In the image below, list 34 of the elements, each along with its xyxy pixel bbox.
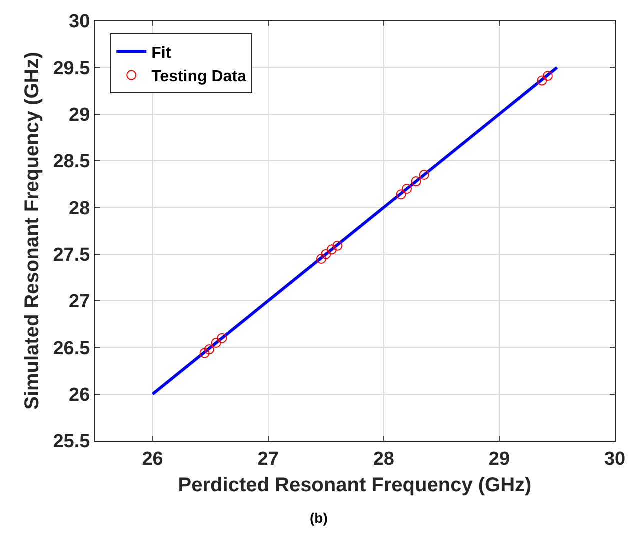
x-axis-title: Perdicted Resonant Frequency (GHz) — [178, 474, 532, 496]
point — [537, 76, 548, 86]
y-tick-label: 26.5 — [53, 338, 91, 360]
y-tick-label: 27 — [69, 292, 90, 313]
point — [411, 176, 422, 187]
y-tick-label: 25.5 — [53, 432, 91, 453]
point — [419, 170, 430, 180]
y-tick-label: 28.5 — [53, 152, 91, 173]
x-tick-label: 27 — [258, 448, 279, 470]
y-tick-label: 29 — [69, 104, 90, 126]
x-tick-label: 28 — [373, 448, 394, 470]
point — [204, 344, 214, 355]
y-tick-label: 30 — [69, 12, 90, 33]
y-axis-title: Simulated Resonant Frequency (GHz) — [22, 52, 44, 410]
point — [332, 240, 343, 251]
x-tick-label: 26 — [142, 448, 164, 470]
point — [211, 338, 222, 348]
point — [316, 254, 326, 264]
y-tick-label: 26 — [69, 384, 90, 406]
point — [321, 249, 332, 260]
point — [402, 184, 412, 194]
x-tick-label: 30 — [604, 448, 626, 470]
point — [217, 333, 228, 344]
y-tick-label: 29.5 — [53, 58, 91, 80]
point — [542, 71, 553, 82]
y-tick-label: 27.5 — [53, 244, 91, 266]
text: (b) — [310, 510, 328, 526]
point — [200, 348, 210, 358]
y-tick-label: 28 — [69, 198, 90, 220]
legend-label: Fit — [152, 44, 172, 62]
x-tick-label: 29 — [488, 448, 510, 470]
legend-label: Testing Data — [152, 68, 247, 86]
point — [396, 190, 406, 200]
point — [326, 244, 337, 255]
